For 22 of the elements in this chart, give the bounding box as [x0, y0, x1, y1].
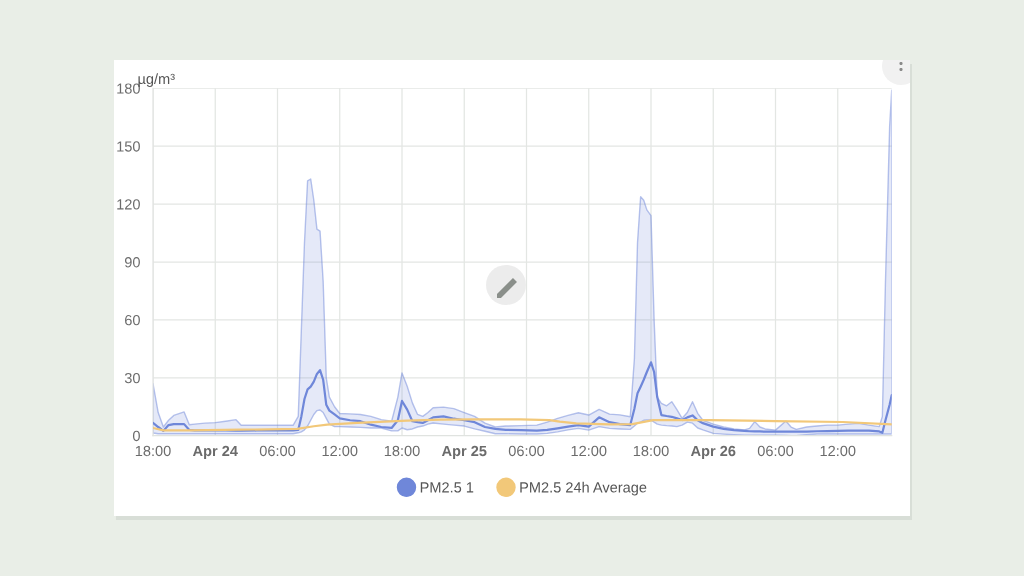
x-tick-label: 12:00	[820, 445, 856, 457]
y-tick-label: 180	[117, 83, 140, 94]
x-tick-label: Apr 24	[192, 445, 238, 460]
y-axis-title: µg/m³	[138, 73, 175, 87]
x-tick-label: 18:00	[384, 445, 420, 457]
x-tick-label: Apr 26	[690, 445, 736, 460]
x-tick-label: 06:00	[259, 445, 296, 457]
x-tick-label: 12:00	[322, 445, 358, 457]
x-tick-label: Apr 25	[441, 445, 487, 460]
y-tick-label: 0	[132, 430, 140, 442]
y-tick-label: 60	[125, 315, 140, 326]
legend-label: PM2.5 1	[420, 482, 474, 493]
x-tick-label: 12:00	[571, 445, 607, 457]
x-tick-label: 18:00	[633, 445, 669, 457]
y-tick-label: 30	[124, 372, 140, 384]
y-tick-label: 120	[117, 199, 140, 210]
x-tick-label: 06:00	[757, 445, 794, 457]
x-tick-label: 18:00	[135, 445, 171, 457]
legend-label: PM2.5 24h Average	[520, 481, 647, 496]
y-tick-label: 90	[124, 257, 140, 268]
y-tick-label: 150	[117, 141, 140, 152]
x-tick-label: 06:00	[508, 445, 545, 457]
